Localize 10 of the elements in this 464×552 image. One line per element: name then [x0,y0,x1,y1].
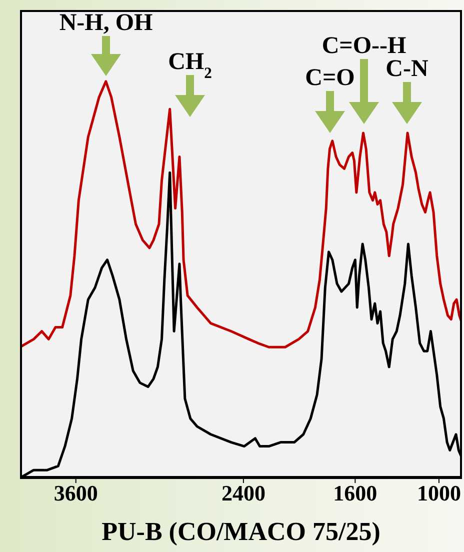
annotation: CH$_{2}$ [168,49,212,82]
x-tick-label: 1000 [416,480,461,506]
x-axis-title: PU-B (CO/MACO 75/25) [102,517,380,546]
x-tick-label: 3600 [54,480,98,506]
annotation: C=O [305,65,355,91]
text: C=O--H [322,33,406,59]
text: N-H, OH [59,10,153,36]
annotation: C-N [386,56,429,82]
x-tick-label: 1600 [333,480,378,506]
x-tick-label: 2400 [221,480,266,506]
